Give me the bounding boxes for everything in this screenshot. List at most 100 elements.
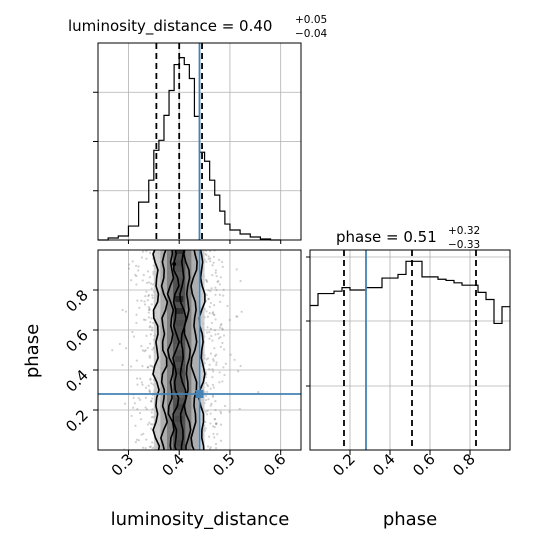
sample-point [130, 365, 133, 368]
sample-point [205, 358, 208, 361]
sample-point [144, 406, 147, 409]
density-cell [175, 320, 184, 326]
sample-point [209, 260, 212, 263]
sample-point [140, 381, 144, 384]
sample-point [151, 441, 154, 444]
density-cell [175, 296, 184, 302]
sample-point [151, 348, 154, 351]
sample-point [210, 402, 213, 405]
sample-point [209, 387, 212, 390]
sample-point [139, 418, 143, 421]
sample-point [211, 273, 214, 277]
sample-point [149, 377, 152, 380]
sample-point [151, 423, 154, 426]
sample-point [224, 362, 227, 365]
density-cell [175, 272, 184, 278]
y-axis-label-phase: phase [22, 324, 43, 378]
sample-point [137, 265, 140, 268]
sample-point [131, 330, 134, 334]
sample-point [218, 381, 221, 384]
sample-point [219, 410, 222, 413]
sample-point [205, 413, 209, 416]
sample-point [221, 327, 224, 330]
sample-point [132, 396, 135, 399]
density-cell [175, 428, 184, 434]
sample-point [142, 318, 146, 321]
sample-point [127, 263, 131, 266]
sample-point [145, 334, 148, 337]
sample-point [151, 296, 154, 299]
sample-point [148, 445, 151, 448]
sample-point [148, 421, 151, 424]
sample-point [147, 384, 150, 387]
sample-point [140, 299, 143, 302]
sample-point [218, 326, 222, 329]
sample-point [205, 260, 208, 263]
sample-point [207, 385, 210, 388]
sample-point [146, 346, 149, 350]
sample-point [124, 347, 128, 350]
sample-point [213, 329, 217, 332]
sample-point [207, 297, 210, 301]
sample-point [143, 350, 146, 353]
sample-point [135, 321, 138, 325]
sample-point [220, 323, 223, 326]
sample-point [213, 418, 216, 421]
sample-point [211, 368, 214, 371]
sample-point [148, 389, 151, 392]
sample-point [148, 251, 152, 254]
sample-point [218, 293, 222, 296]
sample-point [215, 363, 218, 366]
sample-point [208, 250, 212, 253]
sample-point [151, 397, 154, 400]
sample-point [209, 352, 213, 355]
sample-point [215, 275, 218, 278]
sample-point [214, 447, 218, 450]
sample-point [214, 269, 217, 272]
sample-point [205, 310, 208, 313]
sample-point [214, 333, 217, 336]
sample-point [215, 422, 218, 425]
sample-point [208, 337, 211, 340]
sample-point [127, 267, 131, 270]
sample-point [206, 409, 209, 412]
sample-point [136, 383, 139, 386]
sample-point [212, 255, 216, 258]
sample-point [223, 404, 227, 408]
sample-point [212, 359, 215, 362]
sample-point [221, 265, 224, 268]
sample-point [239, 364, 242, 368]
sample-point [214, 286, 217, 289]
sample-point [205, 280, 209, 283]
sample-point [135, 359, 138, 362]
sample-point [219, 439, 223, 442]
sample-point [216, 280, 219, 284]
sample-point [228, 318, 231, 322]
sample-point [233, 358, 236, 361]
sample-point [149, 325, 152, 328]
luminosity-distance-histogram-line [98, 56, 281, 241]
sample-point [131, 260, 134, 263]
sample-point [137, 396, 140, 400]
sample-point [205, 373, 208, 376]
sample-point [144, 295, 147, 298]
sample-point [211, 383, 214, 387]
sample-point [135, 283, 138, 286]
sample-point [235, 268, 238, 271]
truth-marker [195, 390, 204, 398]
sample-point [206, 357, 210, 360]
sample-point [146, 366, 150, 369]
sample-point [217, 332, 220, 336]
sample-point [134, 440, 137, 444]
sample-point [151, 294, 154, 297]
sample-point [214, 271, 217, 274]
sample-point [205, 381, 208, 385]
sample-point [148, 354, 151, 358]
x-tick-label: 0.4 [158, 450, 188, 480]
sample-point [213, 347, 216, 350]
sample-point [212, 261, 215, 264]
sample-point [218, 371, 221, 374]
sample-point [146, 423, 150, 426]
sample-point [150, 411, 153, 414]
sample-point [145, 250, 148, 253]
